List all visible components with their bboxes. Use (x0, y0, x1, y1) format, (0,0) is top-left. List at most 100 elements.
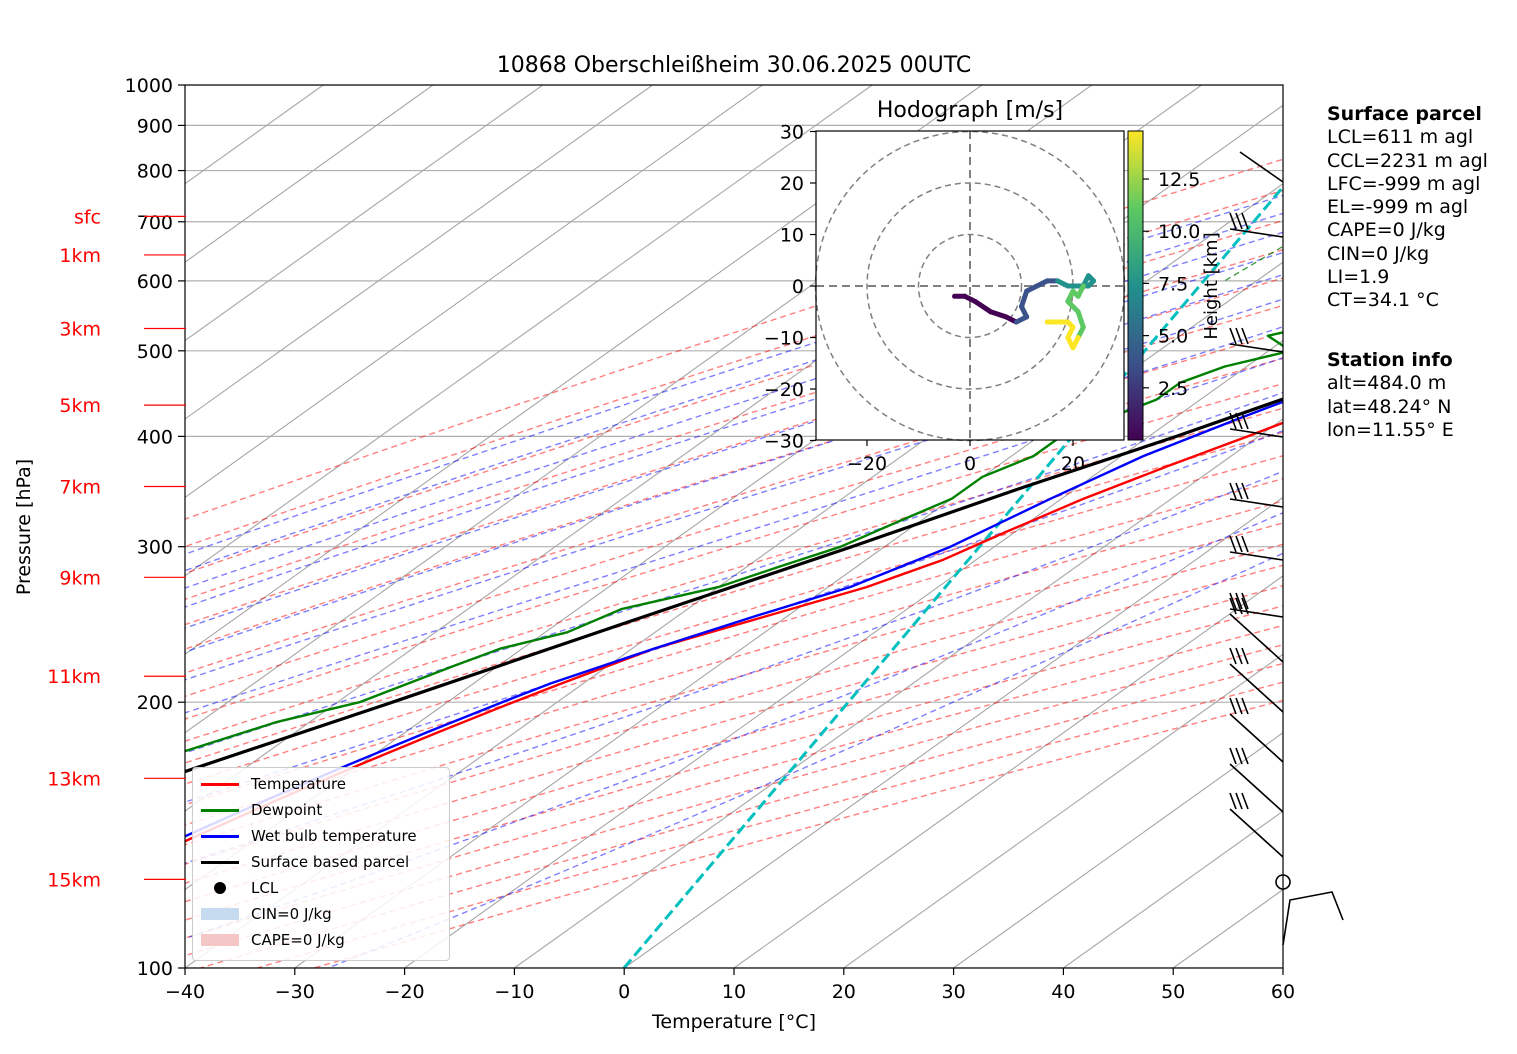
wind-barb-flag (1235, 792, 1243, 810)
x-axis-ticks: −40 −30 −20 −10 0 10 20 30 40 50 60 (165, 968, 1295, 1003)
station-lon: lon=11.55° E (1327, 418, 1454, 441)
x-tick-label: −20 (385, 981, 425, 1003)
wind-barb (1282, 891, 1344, 946)
calm-wind-circle (1275, 874, 1291, 890)
legend-item-lcl: LCL (201, 875, 278, 901)
wind-barb (1229, 713, 1284, 763)
profiles (185, 300, 1283, 843)
wind-barb-flag (1235, 592, 1243, 610)
wind-barb (1229, 613, 1284, 663)
wind-barb-flag (1229, 412, 1237, 430)
wind-barb (1229, 343, 1284, 353)
wind-barb-flag (1229, 212, 1237, 230)
colorbar-tick-label: 7.5 (1158, 273, 1188, 295)
wind-barb-flag (1235, 327, 1243, 345)
legend-label: CIN=0 J/kg (251, 905, 332, 923)
series-surface-based-parcel (185, 397, 1283, 774)
legend-item-temperature: Temperature (201, 771, 346, 797)
dry-adiabat (185, 357, 1283, 698)
y-tick-label: 500 (137, 341, 173, 363)
station-alt: alt=484.0 m (1327, 372, 1447, 395)
legend-swatch (201, 878, 239, 898)
height-labels: 15km 13km 11km 9km 7km 5km 3km 1km sfc (47, 206, 186, 891)
y-tick-label: 1000 (125, 75, 173, 97)
height-label: 1km (59, 245, 101, 267)
hodograph-y-tick-label: 0 (792, 276, 804, 298)
wind-barb-flag (1229, 647, 1237, 665)
wind-barb-flag (1229, 597, 1237, 615)
wind-barb (1229, 428, 1284, 438)
wind-barb-flag (1229, 697, 1237, 715)
dry-adiabat (185, 500, 1283, 826)
station-info-heading: Station info (1327, 349, 1453, 371)
wind-barb-flag (1241, 597, 1249, 615)
legend-label: Wet bulb temperature (251, 827, 417, 845)
moist-adiabat (327, 552, 1283, 968)
hodograph-y-tick-label: 30 (780, 122, 804, 144)
station-info: Station info alt=484.0 m lat=48.24° N lo… (1327, 349, 1454, 442)
colorbar-label: Height [km] (1201, 232, 1222, 339)
hodograph-title: Hodograph [m/s] (877, 98, 1063, 123)
parcel-ct: CT=34.1 °C (1327, 289, 1439, 312)
height-label: 7km (59, 476, 101, 498)
height-label: 3km (59, 318, 101, 340)
wind-barb-flag (1235, 597, 1243, 615)
y-axis-label: Pressure [hPa] (13, 459, 35, 595)
legend-item-dewpoint: Dewpoint (201, 797, 322, 823)
y-tick-label: 700 (137, 212, 173, 234)
dry-adiabat (185, 585, 1283, 903)
x-tick-label: 10 (722, 981, 746, 1003)
x-tick-label: 50 (1161, 981, 1185, 1003)
x-tick-label: −30 (275, 981, 315, 1003)
wind-barb-flag (1235, 747, 1243, 765)
wind-barb-flag (1241, 412, 1249, 430)
station-lat: lat=48.24° N (1327, 395, 1452, 418)
legend-label: Temperature (251, 775, 347, 793)
legend-item-parcel: Surface based parcel (201, 849, 409, 875)
legend-label: Surface based parcel (251, 853, 410, 871)
y-tick-label: 300 (137, 537, 173, 559)
wind-barb-flag (1241, 327, 1249, 345)
isotherm-line (404, 339, 1283, 968)
wind-barb (1229, 608, 1284, 618)
y-tick-label: 600 (137, 271, 173, 293)
y-tick-label: 100 (137, 958, 173, 980)
wind-barb-flag (1229, 327, 1237, 345)
wind-barb-flag (1235, 212, 1243, 230)
isotherm-line (623, 496, 1283, 968)
height-label: 11km (47, 666, 101, 688)
dry-adiabat (185, 158, 1283, 520)
dry-adiabat (185, 455, 1283, 785)
isotherm-line (1063, 810, 1283, 968)
height-label: sfc (74, 206, 101, 228)
y-tick-label: 800 (137, 161, 173, 183)
hodograph-segment (1019, 288, 1030, 310)
legend: Temperature Dewpoint Wet bulb temperatur… (192, 767, 450, 961)
hodograph-x-tick-label: 0 (964, 453, 976, 475)
x-tick-label: 20 (832, 981, 856, 1003)
chart-title: 10868 Oberschleißheim 30.06.2025 00UTC (497, 53, 972, 78)
y-axis-ticks: 100 200 300 400 500 600 700 800 900 1000 (125, 75, 185, 980)
legend-item-cape: CAPE=0 J/kg (201, 927, 345, 953)
y-tick-label: 200 (137, 692, 173, 714)
parcel-ccl: CCL=2231 m agl (1327, 149, 1488, 172)
wind-barb-flag (1241, 212, 1249, 230)
hodograph-ring (917, 233, 1023, 339)
wind-barb (1229, 663, 1284, 713)
colorbar-ticks: 12.5 10.0 7.5 5.0 2.5 (1143, 169, 1200, 400)
hodograph-y-tick-label: −30 (764, 431, 804, 453)
series-dewpoint (185, 300, 1283, 753)
dry-adiabat (185, 277, 1283, 626)
isotherm-line (185, 85, 763, 499)
wind-barb-flag (1241, 747, 1249, 765)
isotherm-line (953, 732, 1283, 968)
hodograph-segment (988, 309, 1009, 320)
isotherm-line (185, 85, 434, 263)
moist-adiabat (185, 357, 1283, 714)
hodograph-y-tick-label: 10 (780, 225, 804, 247)
wind-barbs (1229, 151, 1344, 946)
y-tick-label: 900 (137, 115, 173, 137)
colorbar-tick-label: 10.0 (1158, 221, 1200, 243)
wind-barb-flag (1241, 647, 1249, 665)
wind-barb-flag (1235, 697, 1243, 715)
